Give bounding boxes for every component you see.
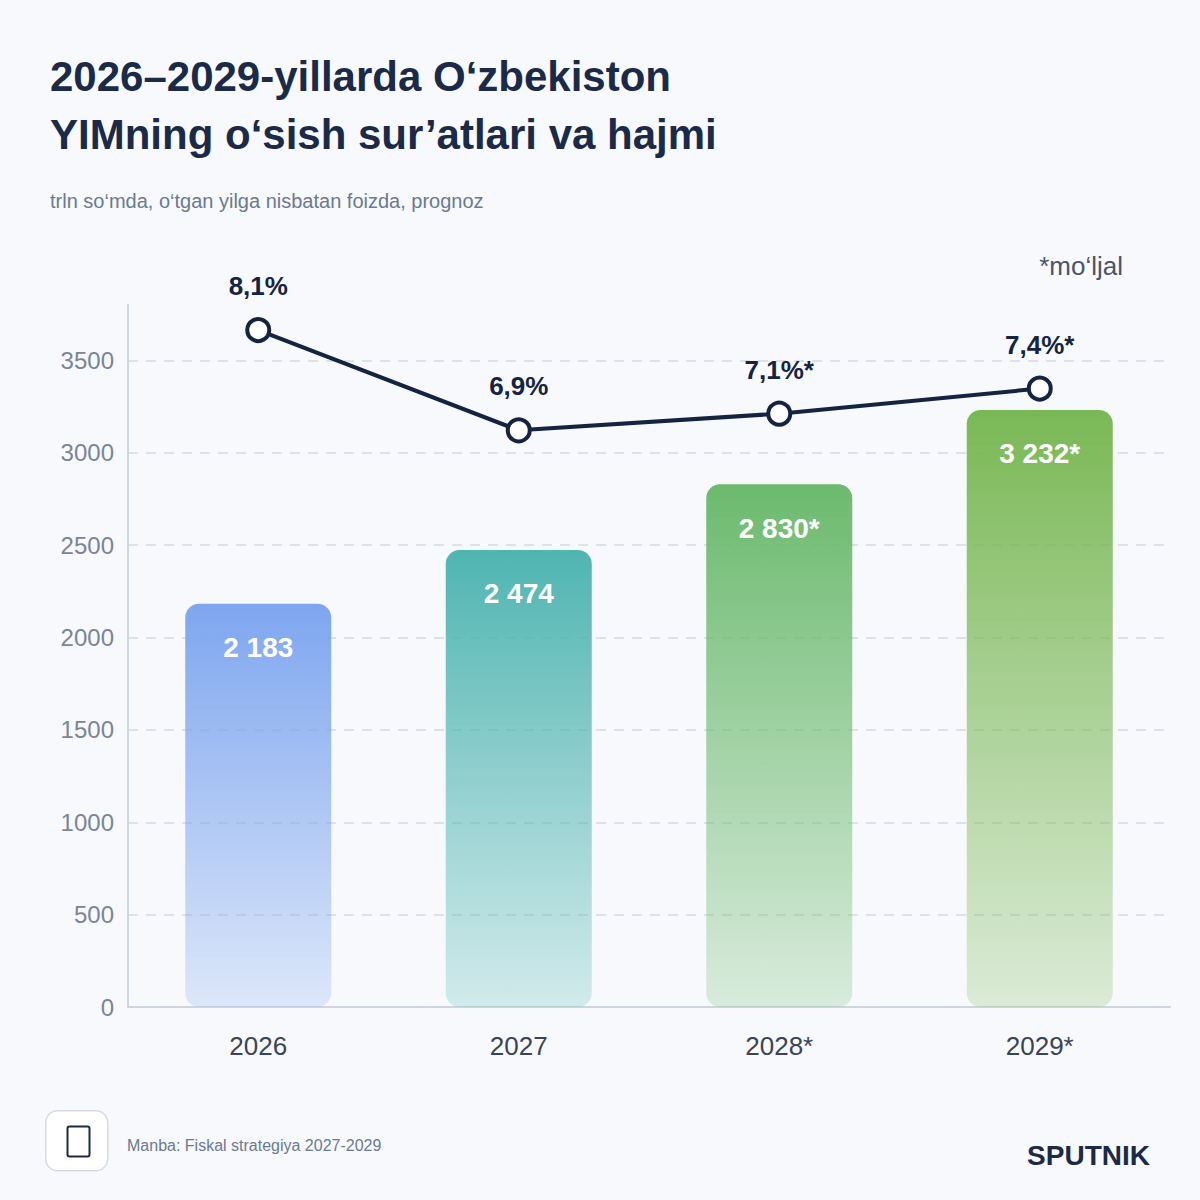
svg-text:trln so‘mda, o‘tgan yilga nisb: trln so‘mda, o‘tgan yilga nisbatan foizd… (50, 190, 484, 212)
svg-text:*mo‘ljal: *mo‘ljal (1039, 251, 1123, 281)
svg-text:2000: 2000 (61, 624, 114, 651)
svg-text:2500: 2500 (61, 532, 114, 559)
svg-text:3 232*: 3 232* (999, 438, 1080, 469)
svg-text:SPUTNIK: SPUTNIK (1027, 1140, 1150, 1171)
svg-text:7,4%*: 7,4%* (1005, 330, 1075, 360)
svg-text:8,1%: 8,1% (229, 271, 288, 301)
svg-text:3500: 3500 (61, 347, 114, 374)
svg-text:2026–2029-yillarda O‘zbekiston: 2026–2029-yillarda O‘zbekiston (50, 53, 683, 100)
svg-text:2029*: 2029* (1006, 1031, 1074, 1061)
svg-text:1000: 1000 (61, 809, 114, 836)
svg-text:7,1%*: 7,1%* (745, 355, 815, 385)
svg-text:YIMning o‘sish sur’atlari va h: YIMning o‘sish sur’atlari va hajmi (50, 111, 717, 158)
svg-text:0: 0 (101, 994, 114, 1021)
svg-text:1500: 1500 (61, 716, 114, 743)
svg-text:2026: 2026 (229, 1031, 287, 1061)
svg-text:2 183: 2 183 (223, 632, 293, 663)
svg-text:500: 500 (74, 901, 114, 928)
svg-text:6,9%: 6,9% (489, 371, 548, 401)
svg-text:2027: 2027 (490, 1031, 548, 1061)
svg-text:3000: 3000 (61, 439, 114, 466)
svg-text:2 474: 2 474 (484, 578, 554, 609)
svg-text:2 830*: 2 830* (739, 513, 820, 544)
svg-text:2028*: 2028* (745, 1031, 813, 1061)
svg-text:Manba: Fiskal strategiya 2027-: Manba: Fiskal strategiya 2027-2029 (127, 1137, 381, 1154)
